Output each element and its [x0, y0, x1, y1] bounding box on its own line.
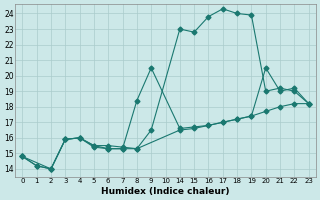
X-axis label: Humidex (Indice chaleur): Humidex (Indice chaleur)	[101, 187, 230, 196]
